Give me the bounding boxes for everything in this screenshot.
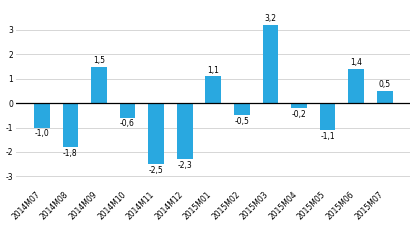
Text: -1,1: -1,1 (320, 132, 335, 141)
Text: -1,0: -1,0 (35, 129, 49, 138)
Bar (348, 69, 364, 103)
Text: -0,6: -0,6 (120, 119, 135, 128)
Bar (262, 25, 278, 103)
Text: -1,8: -1,8 (63, 149, 78, 158)
Text: -0,5: -0,5 (234, 117, 249, 126)
Text: -2,3: -2,3 (177, 161, 192, 170)
Bar (177, 103, 193, 159)
Bar (120, 103, 135, 118)
Bar (91, 67, 107, 103)
Text: 0,5: 0,5 (379, 80, 391, 89)
Text: 3,2: 3,2 (265, 14, 276, 23)
Bar (377, 91, 393, 103)
Text: -0,2: -0,2 (292, 110, 306, 119)
Text: 1,4: 1,4 (350, 58, 362, 67)
Text: -2,5: -2,5 (149, 166, 163, 175)
Bar (34, 103, 50, 128)
Text: 1,1: 1,1 (207, 66, 219, 75)
Bar (62, 103, 78, 147)
Bar (319, 103, 335, 130)
Bar (148, 103, 164, 164)
Text: 1,5: 1,5 (93, 56, 105, 65)
Bar (291, 103, 307, 108)
Bar (206, 76, 221, 103)
Bar (234, 103, 250, 115)
